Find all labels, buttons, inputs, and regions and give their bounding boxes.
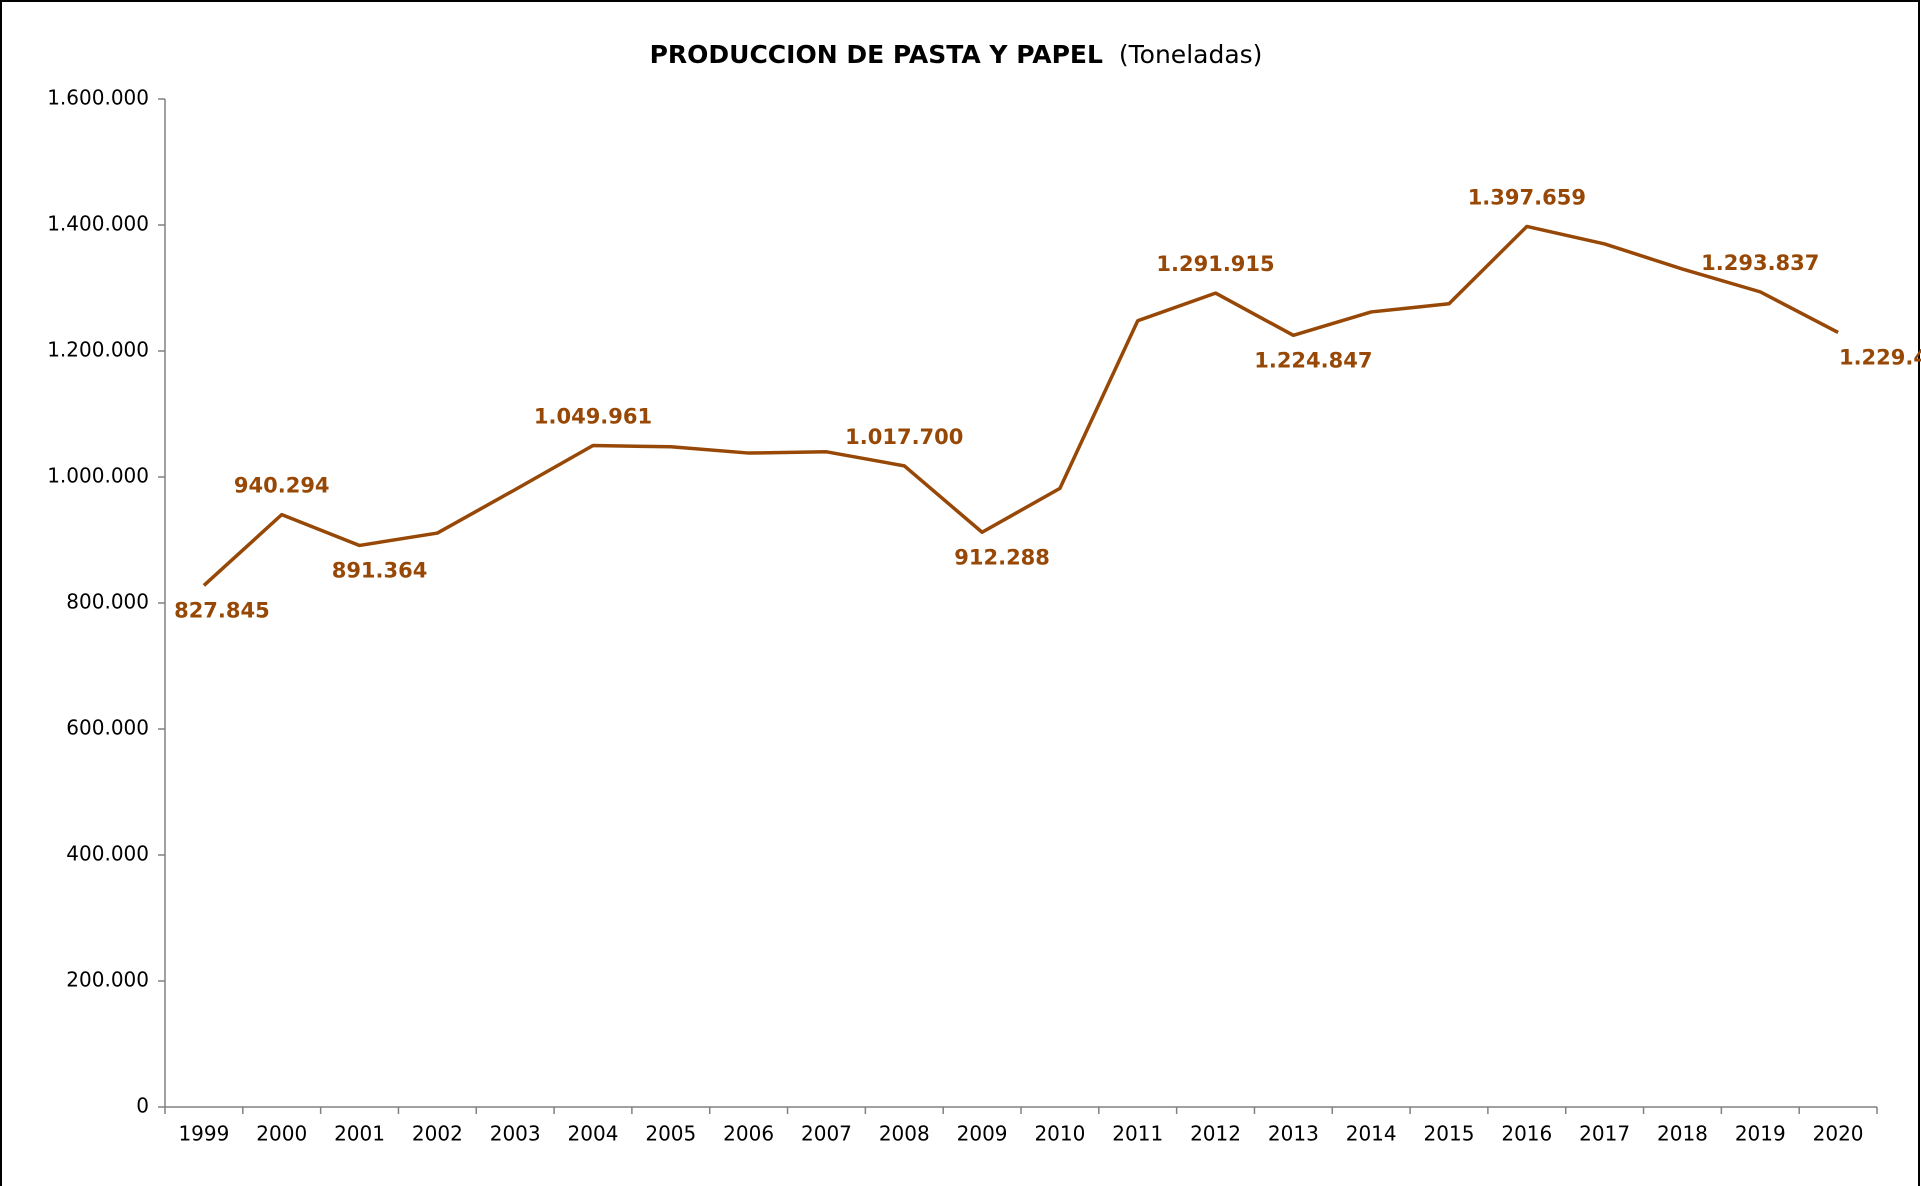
data-label: 940.294	[234, 474, 330, 498]
x-tick-label: 2008	[879, 1122, 930, 1146]
data-label: 1.229.410	[1839, 345, 1921, 369]
x-tick-label: 2000	[256, 1122, 307, 1146]
x-tick-label: 1999	[178, 1122, 229, 1146]
x-tick-label: 2016	[1501, 1122, 1552, 1146]
y-tick-label: 1.600.000	[47, 86, 149, 110]
x-tick-label: 2005	[645, 1122, 696, 1146]
data-label: 1.224.847	[1254, 348, 1372, 372]
data-label: 912.288	[954, 545, 1050, 569]
data-label: 1.049.961	[534, 405, 652, 429]
x-tick-label: 2012	[1190, 1122, 1241, 1146]
x-tick-label: 2017	[1579, 1122, 1630, 1146]
x-tick-label: 2011	[1112, 1122, 1163, 1146]
x-tick-label: 2018	[1657, 1122, 1708, 1146]
y-tick-label: 0	[136, 1094, 149, 1118]
line-series	[202, 224, 1839, 587]
data-label: 891.364	[332, 558, 428, 582]
y-tick-label: 400.000	[66, 842, 149, 866]
y-tick-label: 600.000	[66, 716, 149, 740]
y-tick-label: 200.000	[66, 968, 149, 992]
data-label: 1.291.915	[1156, 252, 1274, 276]
y-tick-label: 1.000.000	[47, 464, 149, 488]
x-tick-label: 2009	[957, 1122, 1008, 1146]
y-tick-label: 800.000	[66, 590, 149, 614]
x-tick-label: 2007	[801, 1122, 852, 1146]
x-tick-label: 2013	[1268, 1122, 1319, 1146]
y-tick-label: 1.200.000	[47, 338, 149, 362]
x-tick-label: 2014	[1346, 1122, 1397, 1146]
x-tick-label: 2020	[1813, 1122, 1864, 1146]
y-tick-label: 1.400.000	[47, 212, 149, 236]
x-tick-label: 2015	[1424, 1122, 1475, 1146]
x-tick-label: 2002	[412, 1122, 463, 1146]
data-label: 827.845	[174, 598, 270, 622]
chart-subtitle: (Toneladas)	[1119, 40, 1263, 69]
x-tick-label: 2003	[490, 1122, 541, 1146]
chart-title: PRODUCCION DE PASTA Y PAPEL	[650, 40, 1103, 69]
x-tick-label: 2001	[334, 1122, 385, 1146]
x-tick-label: 2019	[1735, 1122, 1786, 1146]
data-label: 1.293.837	[1701, 251, 1819, 275]
x-tick-label: 2004	[568, 1122, 619, 1146]
x-tick-label: 2010	[1034, 1122, 1085, 1146]
chart-title-group: PRODUCCION DE PASTA Y PAPEL (Toneladas)	[650, 40, 1263, 69]
data-label: 1.017.700	[845, 425, 963, 449]
x-tick-label: 2006	[723, 1122, 774, 1146]
data-label: 1.397.659	[1468, 185, 1586, 209]
